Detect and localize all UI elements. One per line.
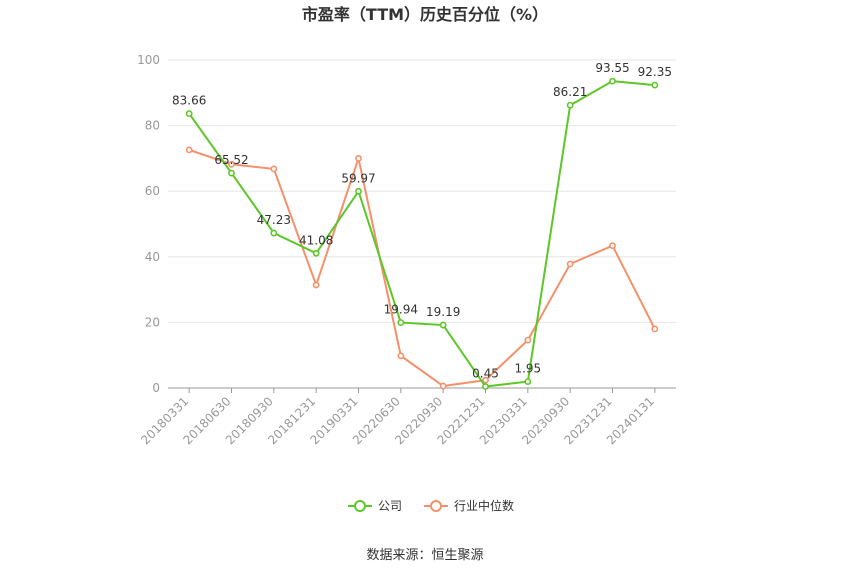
data-label: 47.23 <box>257 213 291 227</box>
legend-label: 公司 <box>378 499 402 513</box>
data-label: 1.95 <box>514 362 541 376</box>
data-label: 92.35 <box>638 65 672 79</box>
data-label: 93.55 <box>595 61 629 75</box>
legend[interactable]: 公司 行业中位数 <box>348 498 514 513</box>
y-tick-label: 20 <box>145 315 160 329</box>
y-tick-label: 80 <box>145 119 160 133</box>
chart-title: 市盈率（TTM）历史百分位（%） <box>302 5 548 24</box>
y-tick-label: 40 <box>145 250 160 264</box>
data-label: 41.08 <box>299 233 333 247</box>
data-labels: 83.66 65.52 47.23 41.08 59.97 19.94 19.19 0.45 1… <box>172 61 672 380</box>
grid-lines <box>168 59 676 323</box>
data-point[interactable] <box>185 110 193 117</box>
data-point[interactable] <box>270 229 278 237</box>
series-line <box>188 80 655 388</box>
data-point[interactable] <box>524 378 532 386</box>
y-tick-label: 100 <box>137 53 160 67</box>
data-point[interactable] <box>228 160 235 168</box>
data-point[interactable] <box>439 382 447 390</box>
data-point[interactable] <box>482 383 489 390</box>
data-point[interactable] <box>651 81 659 89</box>
y-tick-label: 0 <box>152 381 160 395</box>
legend-marker <box>354 500 366 512</box>
data-point[interactable] <box>355 154 362 162</box>
data-label: 86.21 <box>553 85 587 99</box>
data-point[interactable] <box>397 352 405 360</box>
data-label: 59.97 <box>341 171 375 185</box>
series-lines <box>185 77 659 390</box>
source-note: 数据来源：恒生聚源 <box>366 548 483 563</box>
data-point[interactable] <box>397 319 405 326</box>
data-point[interactable] <box>524 336 532 344</box>
series-line <box>188 148 656 388</box>
data-label: 65.52 <box>214 153 248 167</box>
legend-label: 行业中位数 <box>454 498 514 513</box>
data-label: 19.94 <box>384 303 418 317</box>
data-point[interactable] <box>482 376 489 384</box>
legend-marker <box>430 500 442 512</box>
data-label: 19.19 <box>426 305 460 319</box>
legend-item[interactable]: 行业中位数 <box>424 498 514 513</box>
data-label: 83.66 <box>172 94 206 108</box>
x-axis: 2018033120180630201809302018123120190331… <box>138 387 676 447</box>
data-point[interactable] <box>228 169 235 177</box>
data-point[interactable] <box>270 165 278 173</box>
data-label: 0.45 <box>472 367 499 381</box>
data-point[interactable] <box>566 260 574 268</box>
data-point[interactable] <box>566 101 574 109</box>
y-axis-ticks: 0 20 40 60 80 100 <box>137 53 160 395</box>
data-point[interactable] <box>355 187 362 195</box>
data-point[interactable] <box>439 321 447 329</box>
data-point[interactable] <box>609 77 616 85</box>
data-point[interactable] <box>185 146 193 154</box>
data-point[interactable] <box>312 249 320 257</box>
data-point[interactable] <box>312 281 320 289</box>
legend-item[interactable]: 公司 <box>348 499 402 513</box>
data-point[interactable] <box>609 242 616 250</box>
y-tick-label: 60 <box>145 184 160 198</box>
data-point[interactable] <box>651 325 659 333</box>
